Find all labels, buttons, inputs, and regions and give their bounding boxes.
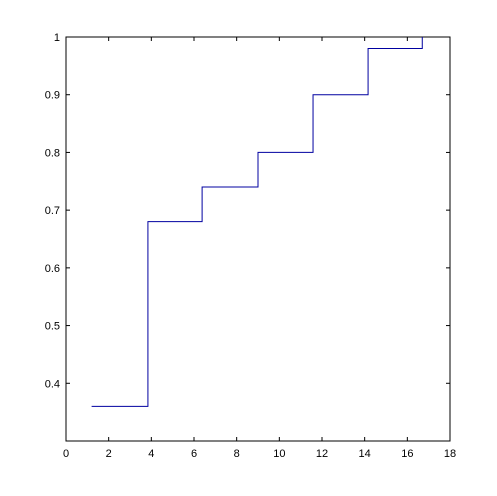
x-tick-label: 18 — [444, 448, 456, 460]
stairs-line — [91, 37, 423, 407]
y-tick-label: 1 — [54, 32, 60, 44]
axes-box — [65, 36, 451, 442]
x-tick-label: 4 — [148, 448, 154, 460]
x-tick-label: 14 — [359, 448, 371, 460]
x-tick-label: 16 — [401, 448, 413, 460]
y-tick-label: 0.9 — [45, 90, 60, 102]
x-tick-label: 12 — [316, 448, 328, 460]
x-tick-label: 0 — [63, 448, 69, 460]
x-tick-label: 6 — [191, 448, 197, 460]
y-tick-label: 0.7 — [45, 205, 60, 217]
x-tick-label: 2 — [106, 448, 112, 460]
y-tick-label: 0.4 — [45, 378, 60, 390]
x-tick-label: 10 — [273, 448, 285, 460]
y-tick-label: 0.6 — [45, 263, 60, 275]
y-tick-label: 0.8 — [45, 147, 60, 159]
y-tick-label: 0.5 — [45, 321, 60, 333]
x-tick-label: 8 — [234, 448, 240, 460]
